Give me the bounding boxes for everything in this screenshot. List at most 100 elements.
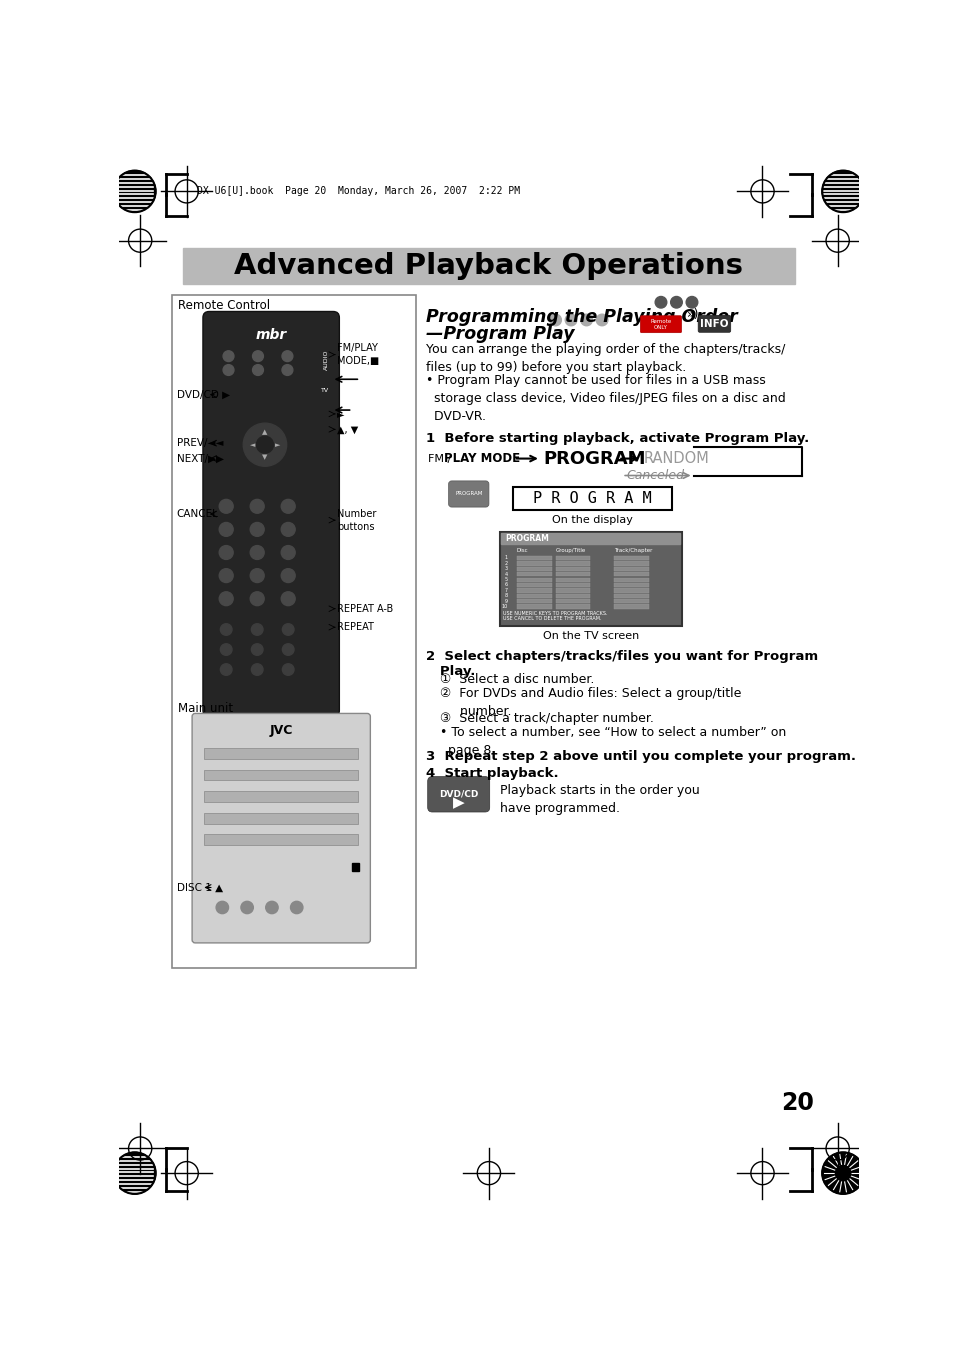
Circle shape	[252, 624, 263, 635]
Text: On the display: On the display	[552, 515, 632, 526]
Text: ▼: ▼	[262, 454, 268, 461]
Bar	[613, 562, 648, 566]
Text: Group/Title: Group/Title	[555, 549, 585, 554]
Circle shape	[580, 315, 592, 326]
Text: mbr: mbr	[255, 327, 287, 342]
Circle shape	[253, 351, 263, 362]
Circle shape	[281, 592, 294, 605]
Circle shape	[250, 500, 264, 513]
FancyBboxPatch shape	[698, 315, 730, 332]
Circle shape	[266, 901, 278, 913]
Circle shape	[250, 546, 264, 559]
Bar	[555, 577, 590, 582]
Text: —Program Play: —Program Play	[426, 324, 574, 343]
Bar	[613, 604, 648, 609]
Bar	[500, 534, 679, 544]
Text: ◄: ◄	[250, 442, 255, 447]
Text: DVD/CD ▶: DVD/CD ▶	[176, 389, 230, 400]
Circle shape	[282, 624, 294, 635]
Circle shape	[219, 546, 233, 559]
FancyBboxPatch shape	[427, 777, 489, 812]
Text: Main unit: Main unit	[178, 703, 233, 715]
Bar	[555, 593, 590, 598]
Bar	[555, 588, 590, 593]
Circle shape	[282, 644, 294, 655]
Circle shape	[220, 644, 232, 655]
Bar	[613, 582, 648, 588]
Text: Number
buttons: Number buttons	[336, 508, 376, 532]
Text: NEXT/▶▶: NEXT/▶▶	[176, 454, 223, 463]
Text: ▲, ▼: ▲, ▼	[336, 424, 358, 434]
Text: CANCEL: CANCEL	[176, 509, 218, 519]
Text: USE NUMERIC KEYS TO PROGRAM TRACKS.: USE NUMERIC KEYS TO PROGRAM TRACKS.	[502, 611, 607, 616]
Circle shape	[223, 351, 233, 362]
Text: FM/PLAY
MODE,■: FM/PLAY MODE,■	[336, 343, 379, 366]
Circle shape	[250, 569, 264, 582]
Text: Remote Control: Remote Control	[178, 299, 270, 312]
Bar	[555, 567, 590, 571]
Bar	[517, 562, 551, 566]
Bar	[517, 571, 551, 577]
Bar	[613, 571, 648, 577]
Bar	[555, 582, 590, 588]
Text: ②  For DVDs and Audio files: Select a group/title
     number.: ② For DVDs and Audio files: Select a gro…	[439, 688, 740, 719]
Text: 3  Repeat step 2 above until you complete your program.: 3 Repeat step 2 above until you complete…	[426, 750, 855, 763]
FancyBboxPatch shape	[192, 713, 370, 943]
Text: DISC 1 ▲: DISC 1 ▲	[176, 882, 222, 893]
Circle shape	[281, 569, 294, 582]
Text: PROGRAM: PROGRAM	[455, 492, 482, 496]
Bar	[613, 577, 648, 582]
Text: 10: 10	[500, 604, 507, 609]
Bar	[352, 863, 359, 870]
Text: 1: 1	[504, 555, 507, 561]
Circle shape	[256, 436, 274, 453]
Bar	[517, 598, 551, 604]
Text: 2: 2	[504, 561, 507, 566]
Bar	[499, 532, 681, 626]
Circle shape	[250, 523, 264, 536]
Text: 20: 20	[781, 1092, 813, 1115]
Bar	[555, 557, 590, 561]
Text: Playback starts in the order you
have programmed.: Playback starts in the order you have pr…	[499, 785, 699, 815]
Text: On the TV screen: On the TV screen	[542, 631, 639, 642]
Circle shape	[565, 315, 577, 326]
Text: USE CANCEL TO DELETE THE PROGRAM.: USE CANCEL TO DELETE THE PROGRAM.	[502, 616, 600, 621]
Text: »): »)	[686, 308, 699, 322]
Bar	[172, 295, 416, 969]
Text: RANDOM: RANDOM	[643, 451, 709, 466]
Circle shape	[220, 663, 232, 676]
Text: REPEAT A-B: REPEAT A-B	[336, 604, 393, 613]
Circle shape	[281, 546, 294, 559]
Text: ③  Select a track/chapter number.: ③ Select a track/chapter number.	[439, 712, 654, 725]
Text: Disc: Disc	[517, 549, 528, 554]
Text: 4  Start playback.: 4 Start playback.	[426, 767, 558, 781]
Bar	[204, 813, 357, 824]
Bar	[613, 598, 648, 604]
Bar	[613, 567, 648, 571]
Text: AUDIO: AUDIO	[324, 350, 329, 370]
Bar	[204, 792, 357, 802]
Bar	[613, 557, 648, 561]
Bar	[517, 557, 551, 561]
Text: 7: 7	[504, 588, 507, 593]
Circle shape	[219, 592, 233, 605]
Text: 2  Select chapters/tracks/files you want for Program
   Play.: 2 Select chapters/tracks/files you want …	[426, 650, 818, 678]
Text: 4: 4	[504, 571, 507, 577]
Text: PROGRAM: PROGRAM	[505, 534, 549, 543]
Text: 6: 6	[504, 582, 507, 588]
Bar	[517, 577, 551, 582]
Circle shape	[655, 296, 666, 308]
Bar	[613, 588, 648, 593]
Text: ►: ►	[336, 409, 344, 419]
Text: Advanced Playback Operations: Advanced Playback Operations	[234, 253, 742, 280]
Text: P R O G R A M: P R O G R A M	[533, 492, 651, 507]
Text: You can arrange the playing order of the chapters/tracks/
files (up to 99) befor: You can arrange the playing order of the…	[426, 343, 784, 374]
FancyBboxPatch shape	[639, 316, 680, 332]
Text: 3: 3	[504, 566, 507, 571]
Circle shape	[219, 523, 233, 536]
Text: Track/Chapter: Track/Chapter	[613, 549, 652, 554]
Text: DVD/CD: DVD/CD	[438, 790, 477, 798]
Text: Canceled: Canceled	[625, 469, 683, 482]
Circle shape	[282, 365, 293, 376]
Circle shape	[281, 523, 294, 536]
